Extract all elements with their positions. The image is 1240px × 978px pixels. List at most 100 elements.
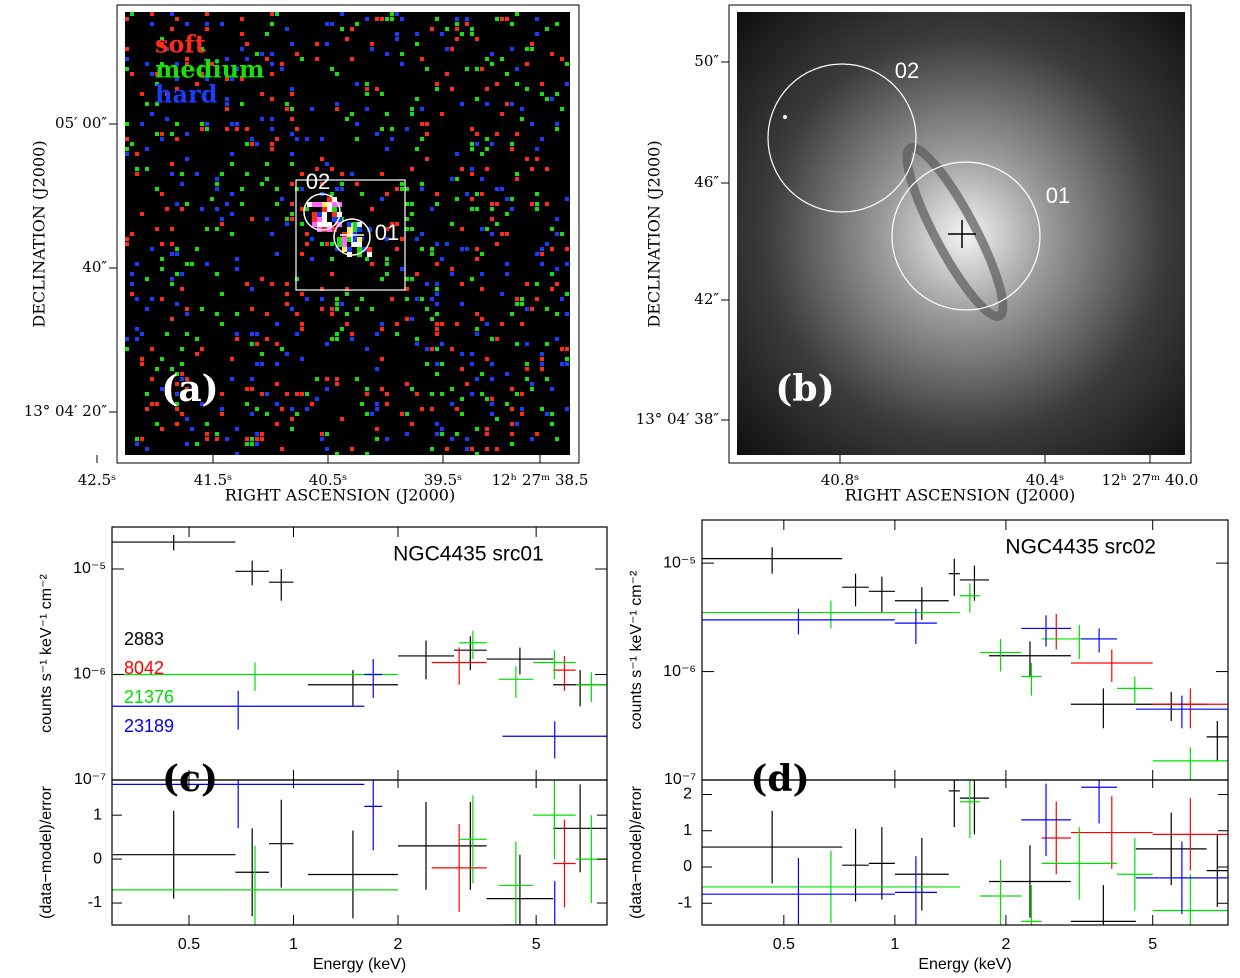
photon [345,322,349,326]
x-axis-label: Energy (keV) [918,956,1011,973]
photon [410,212,414,216]
photon [290,202,294,206]
photon [230,212,234,216]
photon [545,342,549,346]
photon [300,392,304,396]
photon [200,122,204,126]
photon [560,232,564,236]
photon [435,432,439,436]
photon [295,127,299,131]
photon [317,222,322,227]
photon [450,177,454,181]
photon [350,447,354,451]
photon [515,82,519,86]
photon [290,162,294,166]
photon [445,72,449,76]
photon [430,252,434,256]
photon [265,412,269,416]
photon [390,17,394,21]
photon [195,172,199,176]
axes-frame [701,779,1229,926]
photon [165,207,169,211]
photon [405,127,409,131]
photon [205,227,209,231]
photon [145,307,149,311]
photon [485,227,489,231]
photon [465,447,469,451]
photon [330,337,334,341]
photon [430,207,434,211]
photon [440,362,444,366]
photon [160,42,164,46]
photon [550,422,554,426]
x-axis-label: RIGHT ASCENSION (J2000) [225,486,455,505]
photon [555,92,559,96]
photon [485,447,489,451]
x-tick-label: 2 [1001,936,1010,953]
photon [220,322,224,326]
photon [200,207,204,211]
photon [545,377,549,381]
photon [125,17,129,21]
photon [480,372,484,376]
photon [420,107,424,111]
photon [450,437,454,441]
photon [390,137,394,141]
photon [385,227,389,231]
photon [455,22,459,26]
photon [540,262,544,266]
photon [480,272,484,276]
axes-frame [111,779,608,926]
photon [290,107,294,111]
photon [230,357,234,361]
photon [565,357,569,361]
photon [470,447,474,451]
photon [200,347,204,351]
photon [405,202,409,206]
photon [180,272,184,276]
photon [215,207,219,211]
band-label: hard [155,80,218,109]
photon [275,322,279,326]
photon [505,197,509,201]
photon [175,407,179,411]
photon [140,122,144,126]
source-region [303,193,341,231]
photon [250,377,254,381]
photon [135,297,139,301]
photon [420,247,424,251]
photon [470,27,474,31]
photon [540,407,544,411]
photon [510,387,514,391]
photon [250,287,254,291]
photon [265,57,269,61]
photon [205,77,209,81]
photon [400,237,404,241]
photon [545,27,549,31]
photon [505,262,509,266]
source-label: 02 [306,169,330,194]
photon [215,177,219,181]
photon [205,437,209,441]
photon [345,312,349,316]
photon [565,347,569,351]
photon [175,392,179,396]
photon [470,32,474,36]
photon [525,362,529,366]
photon [405,277,409,281]
photon [155,227,159,231]
y-tick-label: 42″ [694,290,719,308]
photon [330,242,334,246]
photon [370,262,374,266]
spectrum-plot [702,547,1228,780]
photon [405,187,409,191]
photon [285,302,289,306]
photon [160,37,164,41]
photon [140,92,144,96]
photon [385,437,389,441]
photon [285,27,289,31]
photon [327,222,332,227]
photon [165,47,169,51]
source-label: 01 [375,220,399,245]
photon [245,172,249,176]
